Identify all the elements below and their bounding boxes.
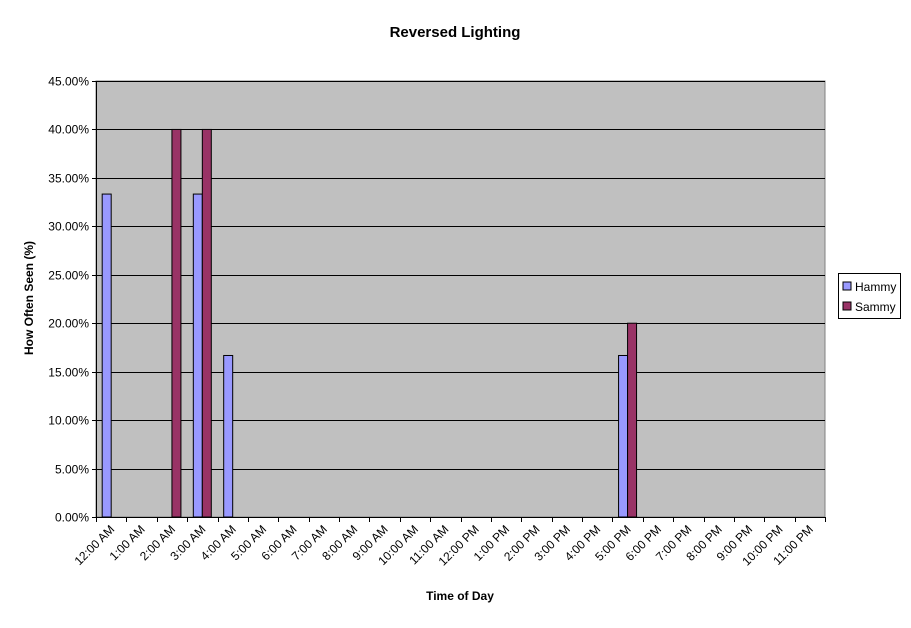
y-tick-label: 20.00%: [48, 317, 89, 331]
legend-swatch: [842, 281, 852, 291]
y-tick-label: 15.00%: [48, 366, 89, 380]
y-tick-label: 30.00%: [48, 220, 89, 234]
bar-sammy: [201, 128, 212, 518]
bar-sammy: [171, 128, 182, 518]
y-tick-label: 35.00%: [48, 172, 89, 186]
y-axis-title: How Often Seen (%): [22, 241, 36, 355]
legend-box: [838, 273, 901, 319]
x-tick-label: 12:00 AM: [72, 522, 118, 568]
bar-sammy: [627, 322, 638, 518]
y-tick-label: 40.00%: [48, 123, 89, 137]
plot-background: [95, 80, 826, 518]
y-tick-label: 25.00%: [48, 269, 89, 283]
y-tick-label: 0.00%: [55, 511, 89, 525]
legend: Hammy Sammy: [838, 273, 901, 319]
y-tick-label: 5.00%: [55, 463, 89, 477]
y-tick-label: 45.00%: [48, 75, 89, 89]
legend-label: Sammy: [855, 300, 896, 314]
y-tick-label: 10.00%: [48, 414, 89, 428]
bar-hammy: [101, 193, 112, 518]
bar-hammy: [223, 354, 234, 518]
chart-title: Reversed Lighting: [390, 24, 521, 41]
bar-hammy: [618, 354, 629, 518]
bar-hammy: [192, 193, 203, 518]
legend-label: Hammy: [855, 280, 896, 294]
legend-swatch: [842, 301, 852, 311]
plot-area: 0.00% 5.00% 10.00% 15.00% 20.00% 25.00% 30.00%…: [48, 75, 826, 568]
x-axis-title: Time of Day: [426, 589, 494, 603]
